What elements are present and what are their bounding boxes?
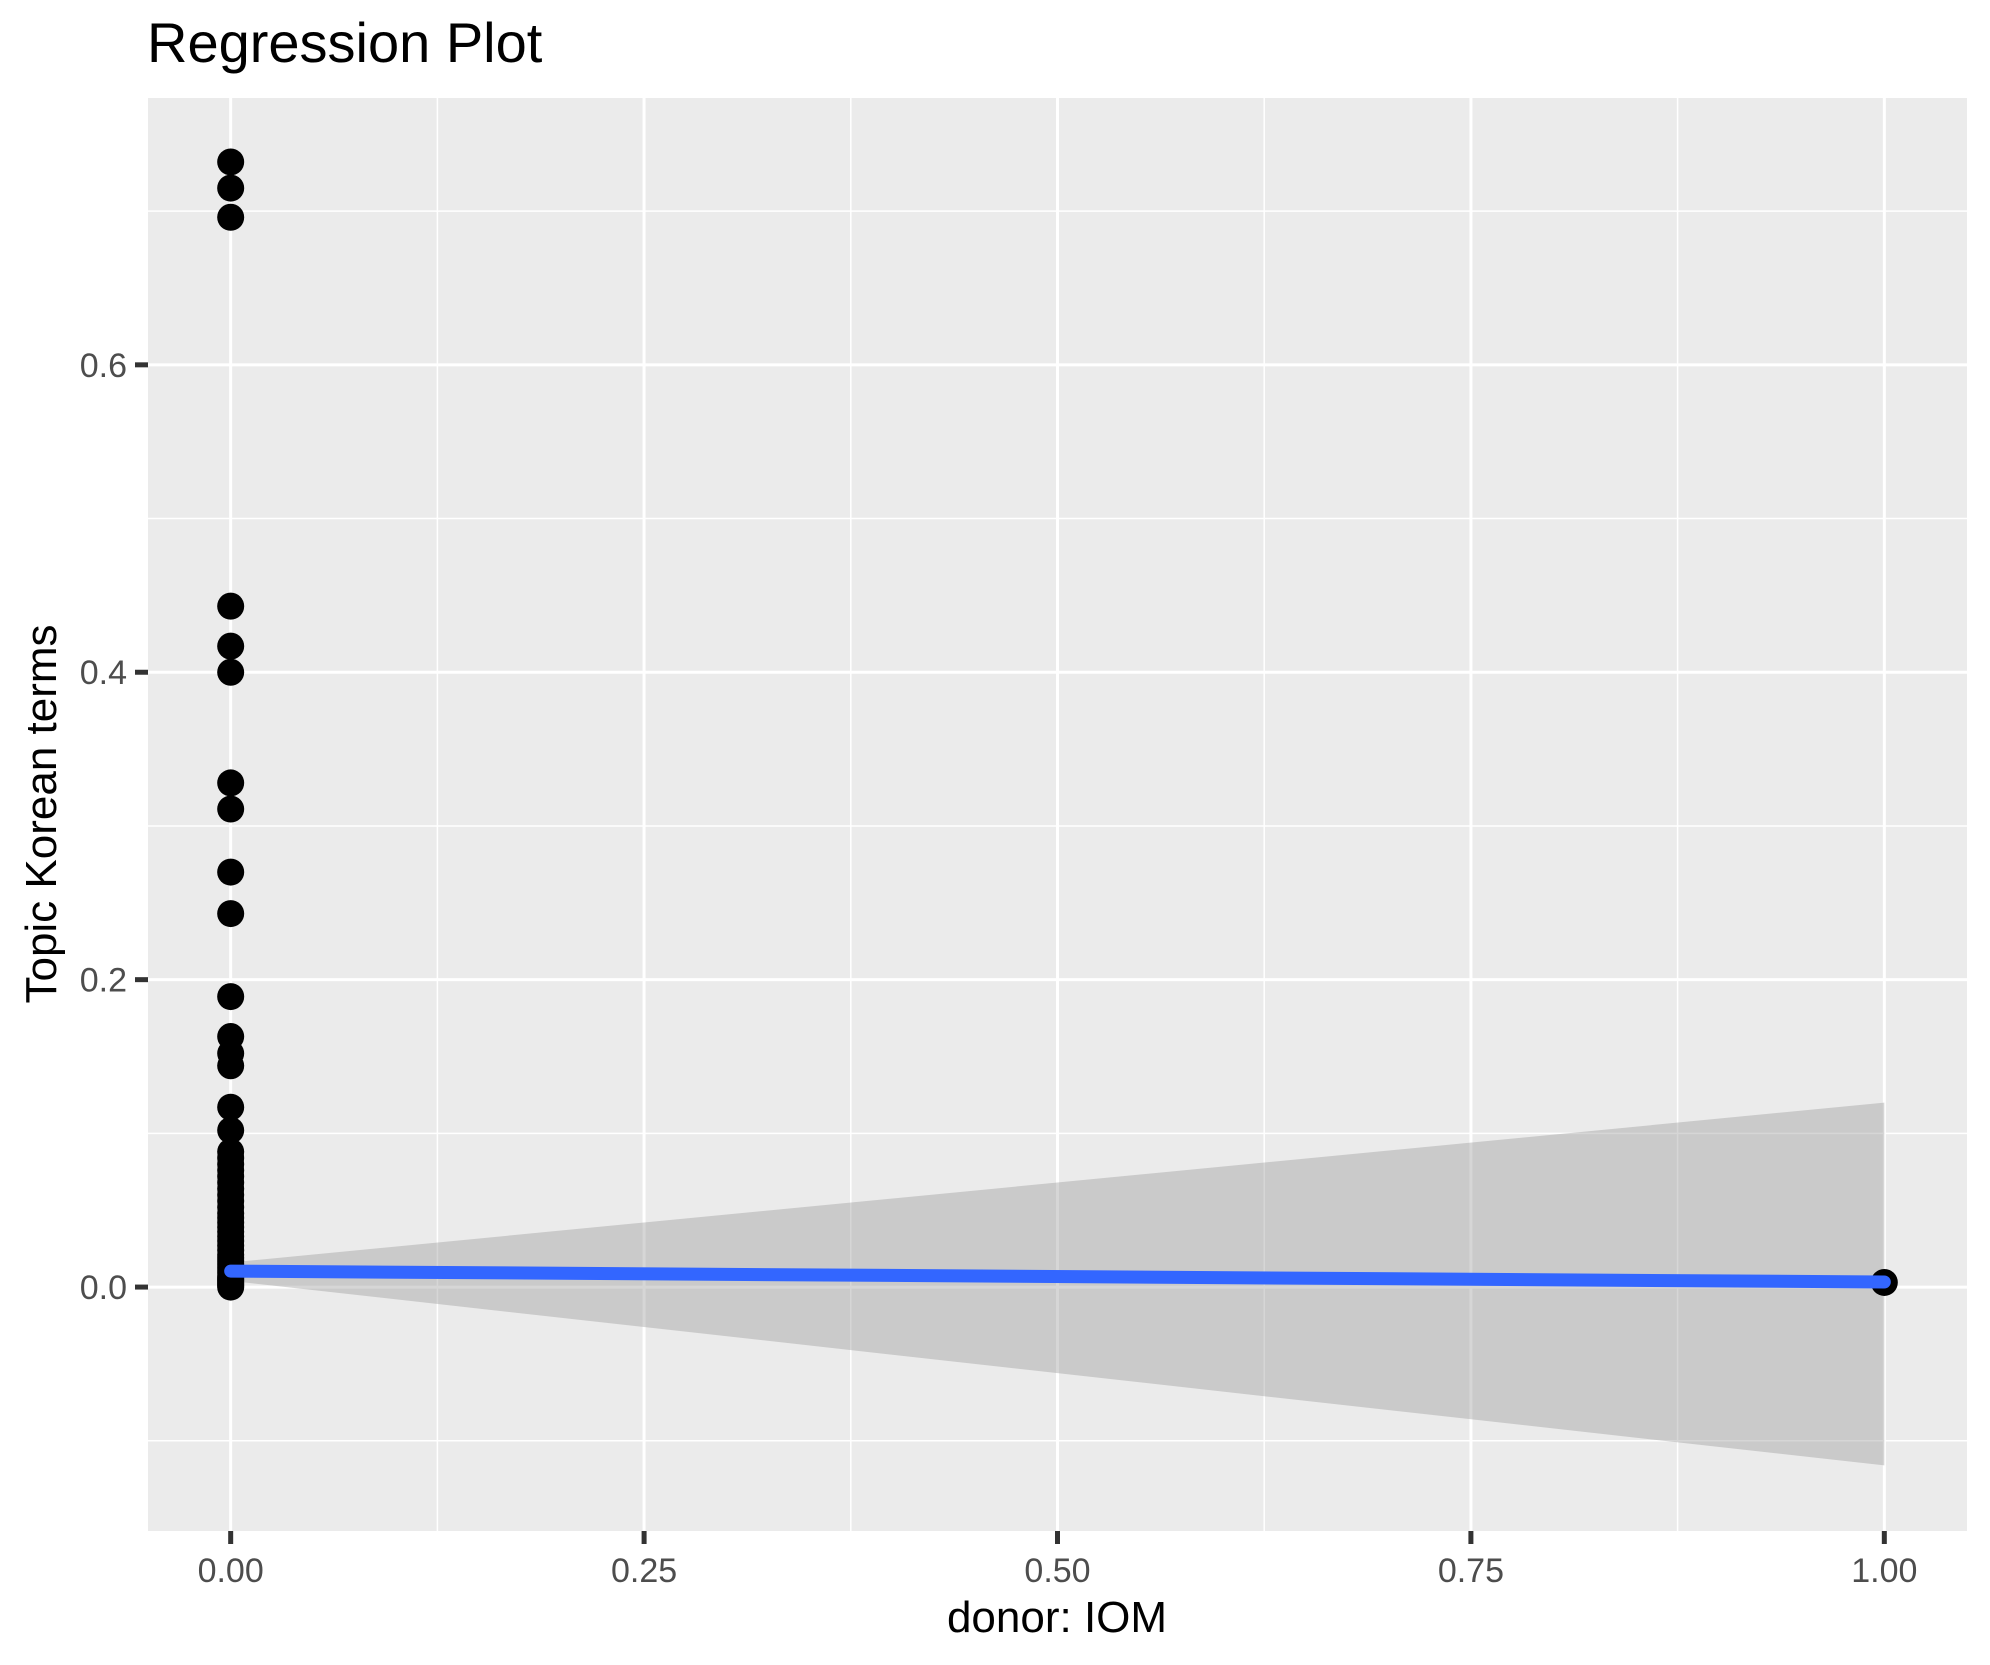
- x-tick-label: 0.75: [1438, 1552, 1504, 1590]
- data-point: [217, 1093, 245, 1121]
- data-point: [217, 1273, 245, 1301]
- x-tick-label: 0.00: [198, 1552, 264, 1590]
- data-point: [217, 174, 245, 202]
- data-point: [217, 632, 245, 660]
- x-tick-label: 1.00: [1851, 1552, 1917, 1590]
- y-tick-label: 0.0: [80, 1269, 127, 1307]
- x-tick-label: 0.50: [1024, 1552, 1090, 1590]
- data-point: [217, 592, 245, 620]
- data-point: [217, 795, 245, 823]
- x-tick-label: 0.25: [611, 1552, 677, 1590]
- chart-layers: 0.00 0.25 0.50 0.75 1.00 0.0 0.2 0.4 0.6: [80, 98, 1967, 1590]
- data-point: [217, 1052, 245, 1080]
- y-tick-label: 0.4: [80, 654, 127, 692]
- data-point: [217, 769, 245, 797]
- y-tick-label: 0.2: [80, 962, 127, 1000]
- data-point: [217, 203, 245, 231]
- confidence-band: [230, 1102, 1885, 1466]
- chart-title: Regression Plot: [147, 11, 543, 74]
- data-point: [217, 148, 245, 176]
- x-axis-title: donor: IOM: [947, 1593, 1167, 1642]
- data-point: [217, 900, 245, 928]
- y-tick-label: 0.6: [80, 347, 127, 385]
- data-point: [217, 1116, 245, 1144]
- data-point: [217, 858, 245, 886]
- data-point: [217, 983, 245, 1011]
- data-point: [217, 658, 245, 686]
- regression-line: [224, 1264, 1891, 1289]
- y-axis-title: Topic Korean terms: [17, 624, 66, 1003]
